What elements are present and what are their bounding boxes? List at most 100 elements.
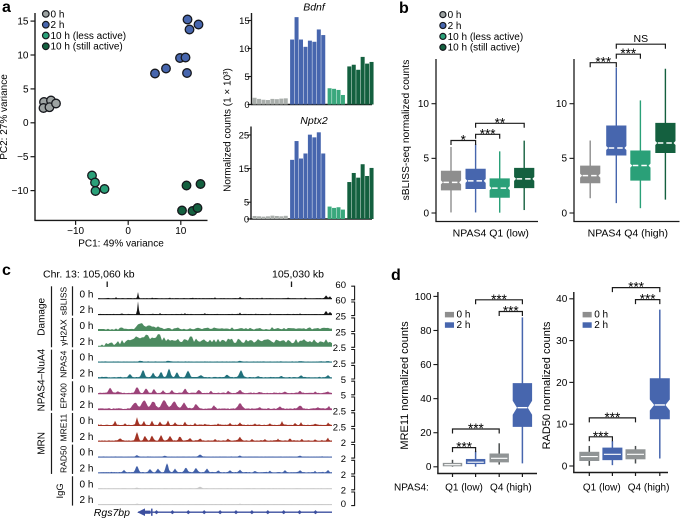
svg-text:20: 20 — [556, 378, 568, 389]
svg-text:2 h: 2 h — [594, 320, 608, 331]
svg-text:0 h: 0 h — [79, 289, 93, 300]
svg-text:MRE11: MRE11 — [59, 413, 69, 441]
svg-text:60: 60 — [335, 296, 346, 307]
svg-text:30: 30 — [556, 336, 568, 347]
svg-text:Q4 (high): Q4 (high) — [490, 483, 532, 494]
svg-text:***: *** — [593, 429, 610, 444]
svg-text:−5: −5 — [17, 152, 29, 163]
svg-text:10 h (still active): 10 h (still active) — [51, 42, 123, 53]
svg-text:15: 15 — [239, 16, 250, 27]
svg-text:0: 0 — [244, 214, 249, 225]
svg-text:2: 2 — [341, 470, 346, 481]
svg-text:0: 0 — [561, 208, 567, 219]
svg-text:**: ** — [495, 115, 506, 130]
svg-text:10 h (still active): 10 h (still active) — [448, 43, 520, 54]
svg-text:RAD50: RAD50 — [59, 445, 69, 473]
svg-text:15: 15 — [17, 17, 29, 28]
svg-text:0 h: 0 h — [79, 384, 93, 395]
svg-text:10: 10 — [418, 99, 430, 110]
svg-text:b: b — [399, 0, 409, 17]
svg-text:NPAS4: NPAS4 — [59, 350, 69, 378]
svg-text:NPAS4 Q1 (low): NPAS4 Q1 (low) — [453, 228, 529, 240]
svg-text:***: *** — [480, 126, 497, 141]
svg-text:−10: −10 — [67, 226, 84, 237]
svg-text:25: 25 — [335, 312, 346, 323]
svg-text:5: 5 — [341, 375, 346, 386]
svg-text:EP400: EP400 — [59, 383, 69, 409]
svg-text:***: *** — [605, 410, 622, 425]
svg-text:25: 25 — [239, 130, 250, 141]
svg-text:0: 0 — [562, 461, 568, 472]
svg-text:*: * — [461, 133, 467, 148]
svg-text:PC1: 49% variance: PC1: 49% variance — [78, 239, 164, 250]
svg-text:Rgs7bp: Rgs7bp — [94, 507, 130, 519]
svg-text:0 h: 0 h — [79, 479, 93, 490]
svg-text:γH2AX: γH2AX — [59, 319, 69, 346]
svg-text:60: 60 — [420, 360, 432, 371]
svg-text:2 h: 2 h — [79, 463, 93, 474]
svg-text:2: 2 — [341, 454, 346, 465]
svg-text:***: *** — [503, 304, 520, 319]
svg-text:0: 0 — [244, 100, 249, 111]
svg-text:d: d — [391, 267, 401, 284]
svg-text:2 h: 2 h — [79, 400, 93, 411]
svg-text:IgG: IgG — [55, 483, 66, 498]
svg-text:20: 20 — [420, 428, 432, 439]
svg-text:0 h: 0 h — [51, 9, 65, 20]
svg-text:0: 0 — [125, 226, 131, 237]
svg-text:0: 0 — [23, 118, 29, 129]
svg-text:NS: NS — [634, 33, 649, 45]
svg-text:60: 60 — [335, 280, 346, 291]
svg-text:Q4 (high): Q4 (high) — [628, 483, 670, 494]
svg-text:a: a — [2, 0, 11, 16]
svg-text:0 h: 0 h — [79, 321, 93, 332]
svg-text:sBLISS: sBLISS — [59, 287, 69, 316]
svg-text:40: 40 — [556, 294, 568, 305]
svg-text:−10: −10 — [12, 186, 29, 197]
svg-text:RAD50 normalized counts: RAD50 normalized counts — [541, 321, 553, 449]
svg-text:NPAS4 Q4 (high): NPAS4 Q4 (high) — [588, 228, 668, 240]
svg-text:5: 5 — [561, 154, 567, 165]
svg-text:5: 5 — [23, 84, 29, 95]
svg-text:***: *** — [595, 55, 612, 70]
svg-text:10: 10 — [239, 44, 250, 55]
svg-text:100: 100 — [415, 292, 432, 303]
svg-text:MRN: MRN — [37, 432, 48, 455]
svg-text:MRE11 normalized counts: MRE11 normalized counts — [399, 321, 411, 450]
svg-text:10 h (less active): 10 h (less active) — [51, 31, 127, 42]
svg-text:NPAS4–NuA4: NPAS4–NuA4 — [37, 348, 48, 411]
svg-text:25: 25 — [335, 327, 346, 338]
svg-text:***: *** — [456, 440, 473, 455]
svg-text:40: 40 — [420, 394, 432, 405]
svg-text:10: 10 — [175, 226, 187, 237]
svg-text:10: 10 — [556, 420, 568, 431]
svg-text:2.5: 2.5 — [333, 406, 346, 417]
svg-text:0 h: 0 h — [457, 309, 471, 320]
svg-text:0 h: 0 h — [79, 353, 93, 364]
svg-text:***: *** — [628, 280, 645, 295]
svg-text:Normalized counts (1 × 10³): Normalized counts (1 × 10³) — [223, 68, 234, 192]
svg-text:***: *** — [620, 46, 637, 61]
svg-text:2 h: 2 h — [457, 320, 471, 331]
svg-text:2 h: 2 h — [51, 20, 65, 31]
svg-text:2 h: 2 h — [79, 369, 93, 380]
svg-text:2 h: 2 h — [79, 305, 93, 316]
svg-text:2 h: 2 h — [79, 432, 93, 443]
svg-text:2.5: 2.5 — [333, 422, 346, 433]
svg-text:0: 0 — [423, 208, 429, 219]
svg-text:c: c — [2, 262, 11, 279]
svg-text:5: 5 — [423, 154, 429, 165]
svg-text:Damage: Damage — [37, 297, 48, 335]
svg-text:0: 0 — [426, 462, 432, 473]
svg-text:2: 2 — [341, 486, 346, 497]
svg-text:0: 0 — [341, 499, 346, 510]
svg-text:Q1 (low): Q1 (low) — [583, 483, 621, 494]
svg-text:Nptx2: Nptx2 — [300, 115, 328, 127]
svg-text:0 h: 0 h — [79, 448, 93, 459]
svg-text:10 h (less active): 10 h (less active) — [448, 32, 524, 43]
svg-text:5: 5 — [244, 72, 249, 83]
svg-text:0 h: 0 h — [594, 309, 608, 320]
svg-text:2 h: 2 h — [79, 495, 93, 506]
svg-text:***: *** — [491, 292, 508, 307]
svg-text:10: 10 — [556, 99, 568, 110]
